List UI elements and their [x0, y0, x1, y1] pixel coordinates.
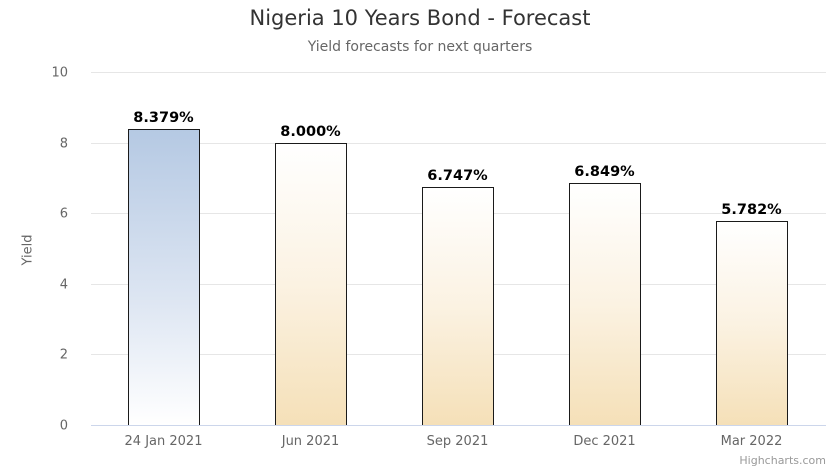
bar-dec-2021[interactable] [568, 183, 641, 425]
bar-24-jan-2021[interactable] [127, 129, 200, 425]
bar-mar-2022[interactable] [715, 220, 788, 425]
gridline [91, 143, 826, 144]
bar-sep-2021[interactable] [421, 186, 494, 425]
y-axis-label: Yield [20, 234, 36, 266]
x-tick-label: Jun 2021 [281, 434, 340, 449]
chart-title: Nigeria 10 Years Bond - Forecast [249, 6, 591, 30]
y-tick-label: 8 [59, 136, 68, 152]
x-tick-label: 24 Jan 2021 [124, 434, 203, 449]
y-tick-label: 2 [59, 347, 68, 363]
data-label: 6.849% [574, 164, 635, 181]
x-tick-label: Sep 2021 [426, 434, 489, 449]
data-label: 5.782% [721, 201, 782, 218]
y-tick-label: 0 [59, 418, 68, 434]
data-label: 8.000% [280, 123, 341, 140]
data-label: 8.379% [133, 110, 194, 127]
y-tick-label: 10 [51, 65, 68, 81]
x-axis-line [91, 425, 826, 426]
gridline [91, 72, 826, 73]
x-tick-label: Mar 2022 [720, 434, 783, 449]
bar-jun-2021[interactable] [274, 142, 347, 425]
y-tick-label: 4 [59, 277, 68, 293]
chart-subtitle: Yield forecasts for next quarters [307, 39, 533, 55]
y-tick-label: 6 [59, 206, 68, 222]
highcharts-credit-link[interactable]: Highcharts.com [739, 454, 826, 467]
data-label: 6.747% [427, 167, 488, 184]
x-tick-label: Dec 2021 [573, 434, 636, 449]
